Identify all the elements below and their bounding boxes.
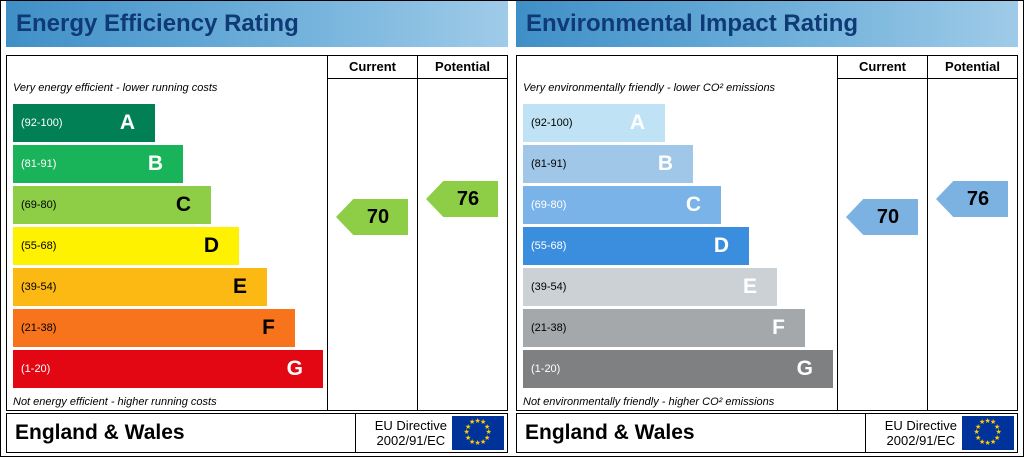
potential-column: Potential 76 — [927, 56, 1017, 410]
band-a: (92-100) A — [13, 104, 155, 142]
band-c: (69-80) C — [13, 186, 211, 224]
potential-header: Potential — [928, 56, 1017, 79]
band-f: (21-38) F — [523, 309, 805, 347]
current-column: Current 70 — [327, 56, 417, 410]
band-range: (92-100) — [531, 117, 573, 129]
region-label: England & Wales — [15, 421, 185, 444]
band-letter: A — [629, 111, 645, 134]
potential-rating-value: 76 — [456, 187, 480, 210]
environmental-band-chart: Very environmentally friendly - lower CO… — [517, 56, 837, 410]
current-rating-arrow: 70 — [846, 199, 918, 235]
eu-flag: ★ ★ ★ ★ ★ ★ ★ ★ ★ ★ ★ ★ — [452, 416, 504, 450]
current-rating-arrow: 70 — [336, 199, 408, 235]
panel-title: Environmental Impact Rating — [516, 1, 1018, 47]
band-b: (81-91) B — [13, 145, 183, 183]
current-header: Current — [328, 56, 417, 79]
band-letter: D — [203, 234, 219, 257]
environmental-rating-table: Very environmentally friendly - lower CO… — [516, 55, 1018, 411]
top-caption: Very energy efficient - lower running co… — [13, 82, 218, 94]
band-b: (81-91) B — [523, 145, 693, 183]
current-rating-value: 70 — [876, 205, 900, 228]
band-range: (39-54) — [21, 281, 57, 293]
environmental-impact-panel: Environmental Impact Rating Very environ… — [516, 1, 1018, 453]
eu-directive: EU Directive 2002/91/EC ★ ★ ★ ★ ★ ★ ★ ★ ★ ★ ★ ★ — [355, 414, 507, 452]
directive-line1: EU Directive — [374, 418, 447, 433]
band-range: (21-38) — [531, 322, 567, 334]
band-letter: F — [772, 316, 785, 339]
directive-line2: 2002/91/EC — [886, 433, 956, 448]
band-d: (55-68) D — [523, 227, 749, 265]
current-header: Current — [838, 56, 927, 79]
energy-band-chart: Very energy efficient - lower running co… — [7, 56, 327, 410]
band-f: (21-38) F — [13, 309, 295, 347]
current-rating-value: 70 — [366, 205, 390, 228]
band-letter: F — [262, 316, 275, 339]
band-letter: B — [147, 152, 163, 175]
band-range: (92-100) — [21, 117, 63, 129]
energy-efficiency-panel: Energy Efficiency Rating Very energy eff… — [6, 1, 508, 453]
eu-directive: EU Directive 2002/91/EC ★ ★ ★ ★ ★ ★ ★ ★ ★ ★ ★ ★ — [865, 414, 1017, 452]
bottom-caption: Not environmentally friendly - higher CO… — [523, 396, 775, 408]
energy-rating-table: Very energy efficient - lower running co… — [6, 55, 508, 411]
band-g: (1-20) G — [13, 350, 323, 388]
band-letter: G — [286, 357, 303, 380]
potential-column: Potential 76 — [417, 56, 507, 410]
band-a: (92-100) A — [523, 104, 665, 142]
directive-line2: 2002/91/EC — [376, 433, 446, 448]
region-label: England & Wales — [525, 421, 695, 444]
band-e: (39-54) E — [523, 268, 777, 306]
band-letter: E — [742, 275, 757, 298]
potential-header: Potential — [418, 56, 507, 79]
band-range: (55-68) — [531, 240, 567, 252]
band-range: (55-68) — [21, 240, 57, 252]
eu-flag: ★ ★ ★ ★ ★ ★ ★ ★ ★ ★ ★ ★ — [962, 416, 1014, 450]
panel-title: Energy Efficiency Rating — [6, 1, 508, 47]
band-letter: D — [713, 234, 729, 257]
directive-line1: EU Directive — [884, 418, 957, 433]
rating-bands: (92-100) A (81-91) B (69-80) C (55-68) D — [13, 104, 327, 388]
band-range: (81-91) — [21, 158, 57, 170]
footer: England & Wales EU Directive 2002/91/EC … — [6, 413, 508, 453]
band-range: (1-20) — [21, 363, 51, 375]
band-c: (69-80) C — [523, 186, 721, 224]
band-range: (1-20) — [531, 363, 561, 375]
band-range: (69-80) — [531, 199, 567, 211]
potential-rating-value: 76 — [966, 187, 990, 210]
band-letter: G — [796, 357, 813, 380]
band-e: (39-54) E — [13, 268, 267, 306]
band-range: (69-80) — [21, 199, 57, 211]
band-letter: C — [685, 193, 701, 216]
band-d: (55-68) D — [13, 227, 239, 265]
bottom-caption: Not energy efficient - higher running co… — [13, 396, 217, 408]
current-column: Current 70 — [837, 56, 927, 410]
band-g: (1-20) G — [523, 350, 833, 388]
potential-rating-arrow: 76 — [426, 181, 498, 217]
footer: England & Wales EU Directive 2002/91/EC … — [516, 413, 1018, 453]
band-letter: E — [232, 275, 247, 298]
band-range: (39-54) — [531, 281, 567, 293]
rating-bands: (92-100) A (81-91) B (69-80) C (55-68) D — [523, 104, 837, 388]
potential-rating-arrow: 76 — [936, 181, 1008, 217]
band-range: (81-91) — [531, 158, 567, 170]
band-letter: C — [175, 193, 191, 216]
band-letter: B — [657, 152, 673, 175]
top-caption: Very environmentally friendly - lower CO… — [523, 82, 776, 94]
band-range: (21-38) — [21, 322, 57, 334]
band-letter: A — [119, 111, 135, 134]
